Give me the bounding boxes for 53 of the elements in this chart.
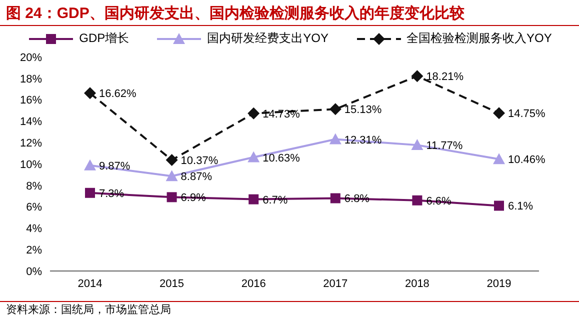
data-label: 10.46%	[508, 154, 546, 166]
data-label: 10.37%	[180, 155, 218, 168]
data-label: 9.87%	[99, 160, 130, 172]
data-label: 15.13%	[344, 104, 382, 116]
y-tick-label: 10%	[20, 158, 42, 171]
data-label: 14.73%	[262, 108, 300, 120]
x-tick-label: 2015	[160, 278, 184, 290]
data-label: 8.87%	[180, 171, 212, 184]
data-label: 14.75%	[508, 108, 546, 120]
point	[84, 87, 96, 100]
y-tick-label: 14%	[20, 116, 42, 128]
point	[166, 192, 177, 202]
text: 资料来源：国统局，市场监管总局	[0, 301, 579, 317]
data-label: 6.1%	[508, 200, 534, 213]
data-label: 12.31%	[344, 134, 382, 146]
x-tick-label: 2016	[241, 278, 266, 290]
data-label: 16.62%	[99, 88, 137, 100]
data-label: 11.77%	[426, 140, 463, 152]
point	[248, 151, 260, 162]
point	[85, 188, 95, 198]
data-label: 10.63%	[262, 152, 300, 164]
point	[248, 194, 259, 204]
point	[493, 153, 505, 164]
point	[412, 195, 422, 206]
point	[493, 107, 505, 120]
point	[329, 103, 342, 116]
point	[494, 200, 504, 211]
x-tick-label: 2019	[486, 278, 512, 290]
legend-label: 全国检验检测服务收入YOY	[406, 30, 552, 47]
point	[411, 70, 424, 82]
x-tick-label: 2018	[404, 278, 430, 290]
point	[330, 193, 340, 204]
legend-label: 国内研发经费支出YOY	[207, 30, 328, 47]
point	[166, 154, 178, 166]
y-tick-label: 16%	[20, 94, 42, 107]
legend-label: GDP增长	[79, 30, 130, 47]
y-tick-label: 8%	[26, 180, 42, 192]
point	[84, 159, 96, 170]
point	[248, 107, 260, 120]
y-tick-label: 0%	[26, 266, 42, 278]
point	[329, 133, 342, 144]
y-tick-label: 4%	[26, 223, 42, 236]
x-tick-label: 2014	[78, 278, 102, 290]
y-tick-label: 20%	[20, 52, 42, 64]
chart-title: 图 24：GDP、国内研发支出、国内检验检测服务收入的年度变化比较	[0, 0, 579, 26]
y-tick-label: 6%	[26, 202, 42, 214]
data-label: 18.21%	[426, 71, 464, 84]
y-tick-label: 2%	[26, 244, 42, 257]
point	[411, 139, 424, 150]
y-tick-label: 18%	[20, 73, 42, 86]
point	[166, 170, 178, 182]
x-tick-label: 2017	[323, 278, 348, 290]
y-tick-label: 12%	[20, 138, 42, 150]
